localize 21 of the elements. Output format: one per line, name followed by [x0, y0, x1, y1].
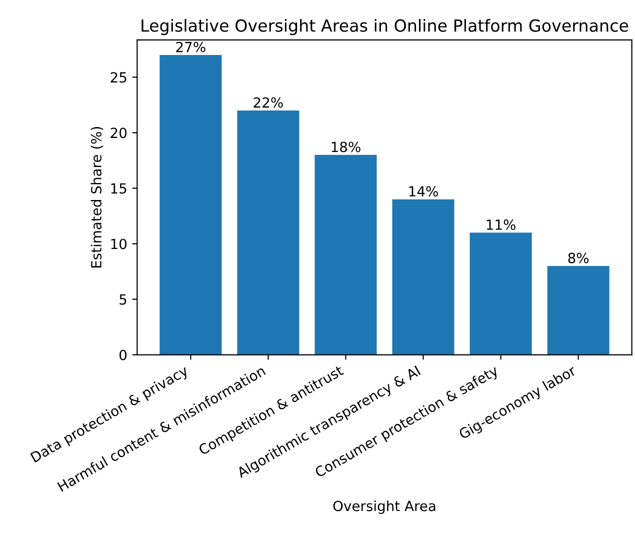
y-axis-title: Estimated Share (%) [90, 127, 104, 268]
y-tick-label: 5 [120, 294, 126, 305]
data-label: 14% [409, 186, 438, 197]
x-axis-title: Oversight Area [333, 500, 436, 514]
data-label: 8% [568, 252, 589, 264]
data-label: 27% [176, 42, 206, 52]
bar [470, 232, 532, 355]
y-tick-label: 20 [110, 128, 127, 138]
y-tick-label: 10 [111, 238, 127, 250]
bar [392, 199, 454, 355]
bar [237, 110, 300, 355]
bar [160, 54, 222, 355]
data-label: 22% [254, 97, 283, 108]
bar [314, 154, 377, 355]
data-label: 18% [332, 142, 360, 152]
y-tick-label: 15 [111, 183, 126, 194]
data-label: 11% [486, 219, 516, 230]
chart-title: Legislative Oversight Areas in Online Platform Governance [142, 18, 628, 36]
y-tick-label: 0 [120, 350, 127, 360]
bar [547, 266, 610, 355]
y-tick-label: 25 [110, 72, 126, 83]
